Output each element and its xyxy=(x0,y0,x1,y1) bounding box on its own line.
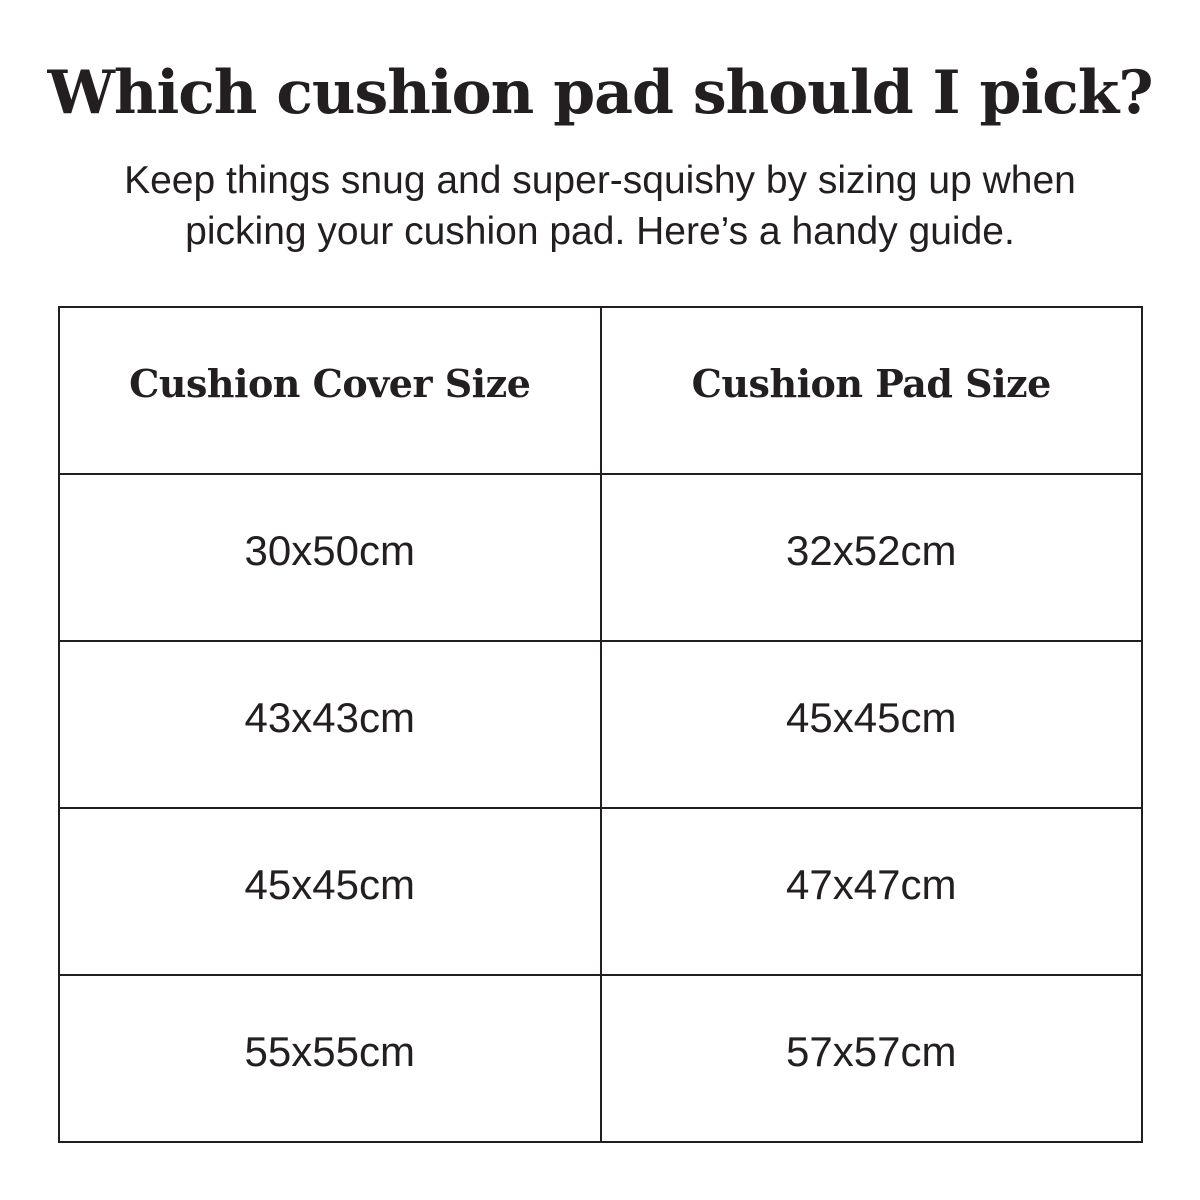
header-row: Cushion Cover Size Cushion Pad Size xyxy=(58,306,1143,475)
pad-size-cell: 47x47cm xyxy=(599,807,1143,976)
page-title: Which cushion pad should I pick? xyxy=(47,58,1153,128)
table-header: Cushion Cover Size Cushion Pad Size xyxy=(58,306,1143,475)
column-header-cushion-pad-size: Cushion Pad Size xyxy=(599,306,1143,475)
cushion-size-guide-table: Cushion Cover Size Cushion Pad Size 30x5… xyxy=(58,306,1143,1143)
column-header-cushion-cover-size: Cushion Cover Size xyxy=(58,306,602,475)
table-body: 30x50cm 32x52cm 43x43cm 45x45cm 45x45cm … xyxy=(58,473,1143,1143)
pad-size-cell: 57x57cm xyxy=(599,974,1143,1143)
cover-size-cell: 43x43cm xyxy=(58,640,602,809)
pad-size-cell: 32x52cm xyxy=(599,473,1143,642)
page-subtitle: Keep things snug and super-squishy by si… xyxy=(124,159,1076,254)
table-row: 43x43cm 45x45cm xyxy=(58,640,1143,809)
cover-size-cell: 45x45cm xyxy=(58,807,602,976)
cover-size-cell: 30x50cm xyxy=(58,473,602,642)
pad-size-cell: 45x45cm xyxy=(599,640,1143,809)
table-row: 55x55cm 57x57cm xyxy=(58,974,1143,1143)
table-row: 45x45cm 47x47cm xyxy=(58,807,1143,976)
cover-size-cell: 55x55cm xyxy=(58,974,602,1143)
table-row: 30x50cm 32x52cm xyxy=(58,473,1143,642)
